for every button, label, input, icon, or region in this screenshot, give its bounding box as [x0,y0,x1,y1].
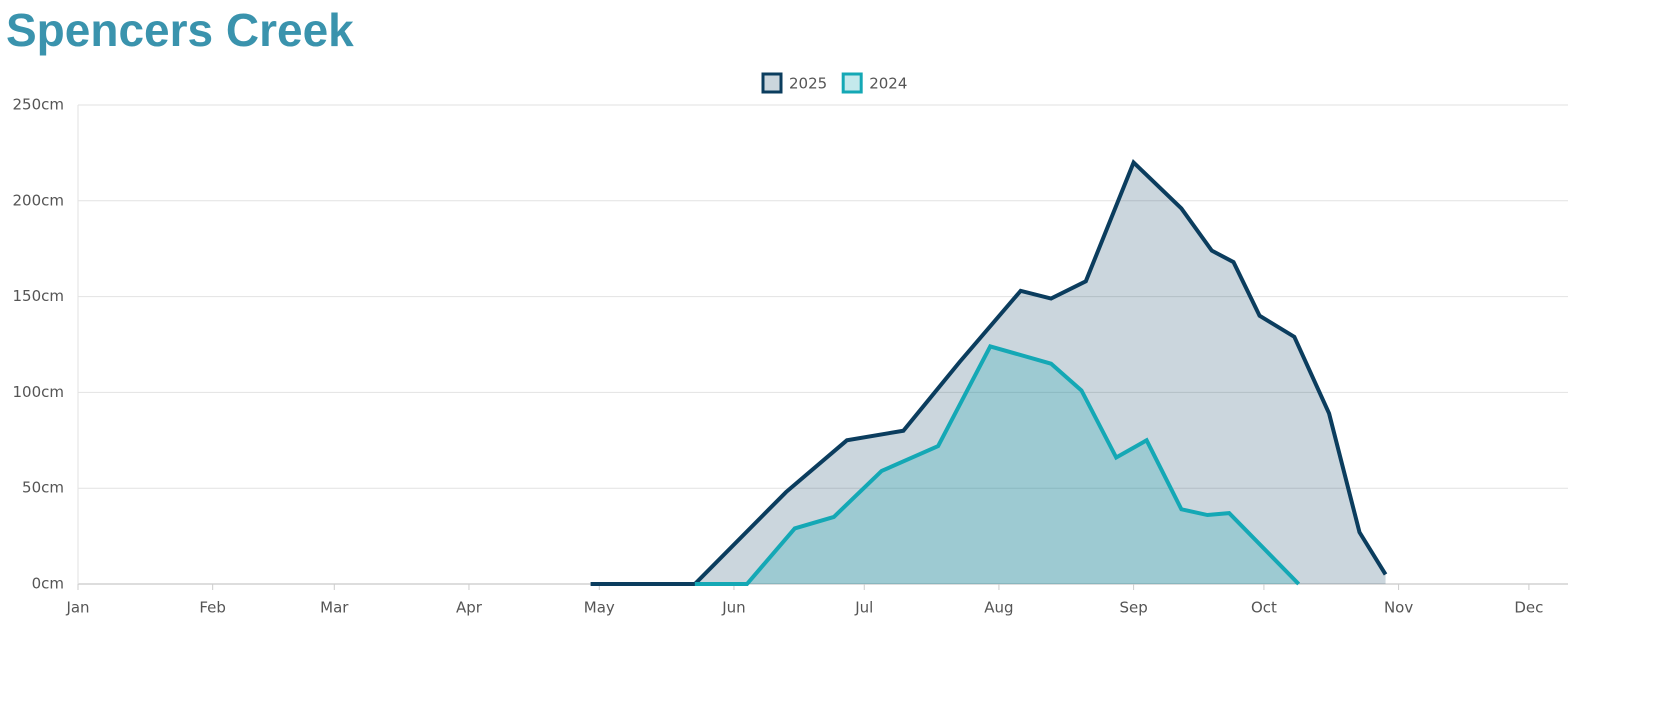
series-line [590,158,1388,586]
x-tick-label: Feb [199,599,226,617]
y-tick-label: 250cm [13,96,65,114]
y-tick-label: 50cm [22,479,64,497]
x-tick-label: May [584,599,615,617]
x-tick-label: Jun [721,599,745,617]
x-tick-label: Apr [456,599,483,617]
legend-swatch [761,72,783,94]
area-fill [590,162,1386,585]
x-tick-label: Mar [320,599,349,617]
legend-swatch [841,72,863,94]
x-tick-label: Oct [1251,599,1277,617]
y-tick-label: 0cm [32,575,64,593]
area-fill [694,346,1299,584]
x-tick-label: Dec [1514,599,1543,617]
y-tick-label: 200cm [13,191,65,209]
legend: 2025 2024 [761,72,907,94]
x-tick-label: Nov [1384,599,1413,617]
y-tick-label: 150cm [13,287,65,305]
x-tick-label: Jan [65,599,89,617]
chart-title: Spencers Creek [6,4,354,56]
y-tick-label: 100cm [13,383,65,401]
series-line [694,344,1301,586]
x-tick-label: Sep [1119,599,1147,617]
x-tick-label: Aug [984,599,1013,617]
legend-label: 2024 [869,75,907,93]
x-tick-label: Jul [854,599,873,617]
legend-label: 2025 [789,75,827,93]
